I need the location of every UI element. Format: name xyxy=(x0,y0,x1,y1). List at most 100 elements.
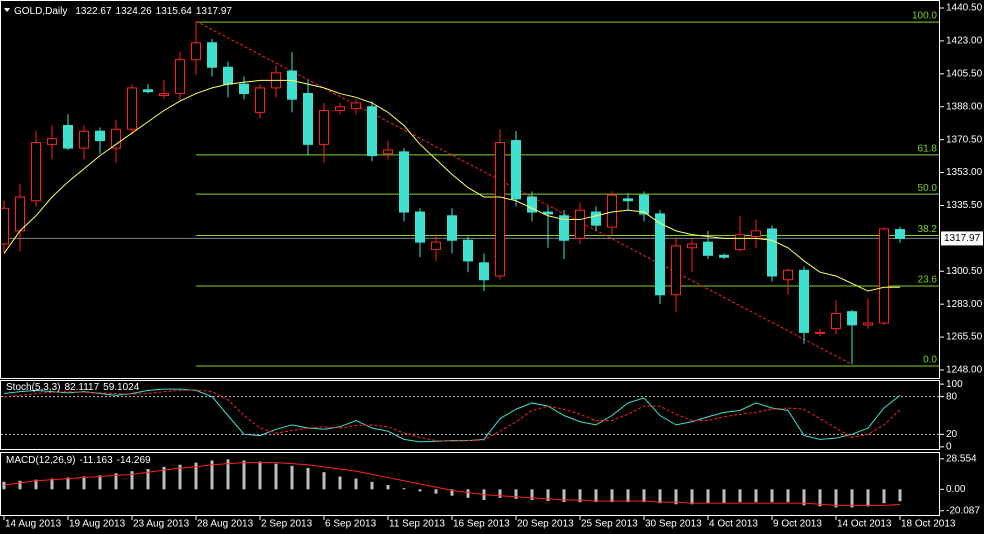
price-frame xyxy=(0,0,940,379)
candle-body xyxy=(671,245,681,296)
candle-body xyxy=(399,151,409,213)
candle-body xyxy=(383,149,393,155)
macd-bar xyxy=(738,489,742,503)
candle-body xyxy=(351,102,361,110)
macd-bar xyxy=(450,489,454,496)
stoch-header: Stoch(5,3,3) 82.1117 59.1024 xyxy=(6,382,140,393)
indicator-panels xyxy=(1,388,939,508)
x-tick-label: 14 Oct 2013 xyxy=(837,519,892,530)
x-tick-label: 19 Aug 2013 xyxy=(69,519,126,530)
x-tick-label: 23 Aug 2013 xyxy=(133,519,190,530)
symbol: GOLD,Daily xyxy=(14,6,67,17)
candle-body xyxy=(591,211,601,226)
candle-body xyxy=(687,243,697,249)
fib-label: 38.2 xyxy=(918,224,938,235)
candle-body xyxy=(175,59,185,95)
candle-body xyxy=(319,109,329,145)
menu-arrow[interactable] xyxy=(4,8,10,12)
macd-bar xyxy=(418,489,422,492)
candle-body xyxy=(847,311,857,326)
candle-body xyxy=(879,228,889,324)
fib-label: 100.0 xyxy=(912,11,937,22)
x-tick-label: 20 Sep 2013 xyxy=(517,519,574,530)
macd-bar xyxy=(290,465,294,490)
macd-bar xyxy=(114,473,118,490)
candle-body xyxy=(15,196,25,232)
candle-body xyxy=(479,262,489,281)
candle-body xyxy=(527,196,537,213)
y-tick-label: 1265.50 xyxy=(946,332,983,343)
y-tick-label: 0.00 xyxy=(946,484,966,495)
candle-body xyxy=(207,42,217,68)
macd-bar xyxy=(514,489,518,499)
macd-signal xyxy=(3,462,901,506)
macd-bar xyxy=(402,488,406,490)
macd-bar xyxy=(850,489,854,508)
stoch-name: Stoch(5,3,3) xyxy=(6,382,60,393)
candle-body xyxy=(719,254,729,258)
macd-bar xyxy=(642,489,646,503)
macd-bar xyxy=(162,466,166,490)
y-tick-label: 80 xyxy=(946,391,958,402)
candle-body xyxy=(239,83,249,95)
y-tick-label: 28.554 xyxy=(946,453,977,464)
macd-bar xyxy=(562,489,566,503)
close: 1317.97 xyxy=(196,6,233,17)
macd-bar xyxy=(18,480,22,490)
macd-bar xyxy=(2,481,6,490)
candle-body xyxy=(559,215,569,241)
high: 1324.26 xyxy=(116,6,153,17)
macd-bar xyxy=(754,489,758,503)
candle-body xyxy=(63,125,73,149)
x-tick-label: 11 Sep 2013 xyxy=(389,519,445,530)
moving-average xyxy=(3,79,900,292)
candle-body xyxy=(447,215,457,241)
stoch-main xyxy=(3,388,901,443)
candle-body xyxy=(111,128,121,149)
open: 1322.67 xyxy=(75,6,112,17)
y-tick-label: 1405.50 xyxy=(946,68,983,79)
macd-bar xyxy=(66,477,70,490)
stoch-signal xyxy=(3,389,901,442)
macd-bar xyxy=(178,464,182,490)
x-tick-label: 18 Oct 2013 xyxy=(901,519,956,530)
candle-body xyxy=(191,42,201,61)
candle-body xyxy=(47,138,57,145)
y-tick-label: 1423.00 xyxy=(946,36,983,47)
macd-signal-last: -14.269 xyxy=(117,455,151,466)
macd-bar xyxy=(770,489,774,503)
price-tag xyxy=(941,231,983,246)
x-tick-label: 14 Aug 2013 xyxy=(5,519,62,530)
macd-bar xyxy=(242,460,246,490)
candle-body xyxy=(95,130,105,142)
candle-body xyxy=(159,93,169,96)
macd-bar xyxy=(322,472,326,490)
y-tick-label: 1335.50 xyxy=(946,200,983,211)
y-tick-label: 1283.00 xyxy=(946,299,983,310)
low: 1315.64 xyxy=(156,6,193,17)
candle-body xyxy=(511,140,521,200)
candle-body xyxy=(751,230,761,237)
candle-body xyxy=(223,66,233,85)
macd-frame xyxy=(0,452,940,516)
candle-body xyxy=(767,228,777,277)
candle-body xyxy=(463,239,473,262)
macd-bar xyxy=(498,489,502,498)
macd-bar xyxy=(626,489,630,503)
macd-bar xyxy=(898,489,902,502)
candle-body xyxy=(255,87,265,113)
chart-header: GOLD,Daily 1322.67 1324.26 1315.64 1317.97 xyxy=(14,6,232,17)
macd-bar xyxy=(34,479,38,490)
y-tick-label: 100 xyxy=(946,379,963,390)
candle-body xyxy=(895,229,905,239)
macd-bar xyxy=(834,489,838,508)
y-tick-label: 1440.50 xyxy=(946,3,983,14)
candle-body xyxy=(303,93,313,145)
macd-bar xyxy=(354,478,358,490)
candle-body xyxy=(495,141,505,277)
y-tick-label: 1248.00 xyxy=(946,365,983,376)
macd-bar xyxy=(210,460,214,490)
macd-bar xyxy=(690,489,694,505)
candle-body xyxy=(607,194,617,228)
